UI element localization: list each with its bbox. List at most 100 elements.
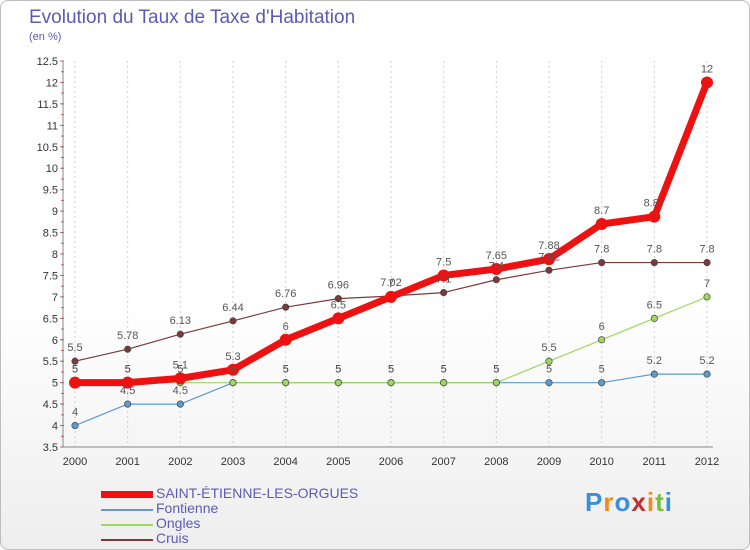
- data-point: [545, 379, 553, 387]
- legend-label: Ongles: [156, 515, 201, 531]
- data-point: [229, 317, 237, 325]
- data-point: [545, 357, 553, 365]
- y-tick-label: 4.5: [43, 399, 58, 411]
- data-label: 5: [388, 364, 394, 376]
- x-tick-label: 2002: [168, 456, 192, 468]
- data-label: 7.1: [436, 274, 451, 286]
- data-point: [650, 370, 658, 378]
- data-point: [650, 314, 658, 322]
- data-label: 5: [493, 364, 499, 376]
- y-tick-label: 3.5: [43, 442, 58, 454]
- data-point: [229, 379, 237, 387]
- y-tick-label: 7: [52, 292, 58, 304]
- y-tick-label: 9: [52, 206, 58, 218]
- y-tick-label: 8.5: [43, 228, 58, 240]
- data-point: [279, 333, 292, 346]
- data-point: [124, 400, 132, 408]
- logo-letter: i: [664, 487, 673, 517]
- y-tick-label: 5.5: [43, 356, 58, 368]
- y-tick-label: 9.5: [43, 185, 58, 197]
- data-point: [703, 370, 711, 378]
- data-point: [174, 372, 187, 385]
- data-label: 6.44: [222, 302, 243, 314]
- data-label: 7.8: [647, 244, 662, 256]
- data-point: [545, 266, 553, 274]
- y-tick-label: 11.5: [37, 99, 58, 111]
- data-label: 6.76: [275, 288, 296, 300]
- data-label: 5: [230, 364, 236, 376]
- data-point: [437, 269, 450, 282]
- data-point: [71, 357, 79, 365]
- chart-subtitle: (en %): [29, 31, 62, 43]
- x-tick-label: 2006: [379, 456, 403, 468]
- data-label: 7.8: [594, 244, 609, 256]
- logo-letter: i: [646, 487, 656, 517]
- data-label: 7: [704, 278, 710, 290]
- x-tick-label: 2004: [273, 456, 297, 468]
- data-label: 5.5: [67, 342, 82, 354]
- legend-label: Fontienne: [156, 500, 219, 516]
- data-label: 5: [72, 364, 78, 376]
- legend-swatch: [101, 523, 153, 526]
- data-point: [71, 422, 79, 430]
- data-label: 6: [599, 321, 605, 333]
- data-label: 4: [72, 407, 78, 419]
- proxiti-logo: Proxiti: [585, 487, 673, 518]
- data-label: 5: [335, 364, 341, 376]
- data-label: 6.5: [647, 299, 662, 311]
- data-label: 6: [283, 321, 289, 333]
- legend-swatch: [101, 508, 153, 511]
- data-label: 6.96: [328, 280, 349, 292]
- data-point: [490, 263, 503, 276]
- legend-label: Cruis: [156, 530, 189, 546]
- data-label: 5.1: [173, 359, 188, 371]
- data-label: 5: [493, 364, 499, 376]
- data-point: [598, 259, 606, 267]
- data-label: 7.65: [486, 250, 507, 262]
- y-tick-label: 11: [47, 120, 58, 132]
- data-label: 5: [177, 364, 183, 376]
- logo-letter: r: [603, 487, 615, 517]
- data-label: 8.7: [594, 205, 609, 217]
- data-label: 5: [283, 364, 289, 376]
- logo-letter: x: [631, 487, 647, 517]
- data-point: [282, 379, 290, 387]
- data-label: 7.5: [436, 256, 451, 268]
- data-point: [701, 76, 713, 89]
- y-tick-label: 5: [52, 378, 58, 390]
- data-label: 6.13: [170, 315, 191, 327]
- logo-letter: P: [585, 487, 604, 517]
- y-tick-label: 8: [52, 249, 58, 261]
- data-label: 7.02: [380, 277, 401, 289]
- x-tick-label: 2011: [643, 456, 667, 468]
- y-tick-label: 10: [46, 163, 58, 175]
- data-label: 5: [335, 364, 341, 376]
- data-label: 5: [230, 364, 236, 376]
- data-label: 5: [441, 364, 447, 376]
- data-label: 5: [441, 364, 447, 376]
- data-label: 7: [388, 278, 394, 290]
- data-label: 5.5: [541, 342, 556, 354]
- legend-swatch: [101, 538, 153, 541]
- data-point: [650, 259, 658, 267]
- x-tick-label: 2007: [431, 456, 455, 468]
- legend-label: SAINT-ÉTIENNE-LES-ORGUES: [156, 485, 359, 501]
- data-point: [332, 312, 345, 325]
- x-tick-label: 2005: [326, 456, 350, 468]
- y-tick-label: 10.5: [37, 142, 58, 154]
- data-point: [648, 210, 661, 223]
- data-label: 5: [72, 364, 78, 376]
- y-tick-label: 7.5: [43, 270, 58, 282]
- chart-title: Evolution du Taux de Taxe d'Habitation: [29, 7, 356, 28]
- y-tick-label: 6: [52, 335, 58, 347]
- data-label: 4.5: [120, 385, 135, 397]
- data-label: 4.5: [173, 385, 188, 397]
- data-point: [440, 289, 448, 297]
- data-label: 5: [125, 364, 131, 376]
- x-tick-label: 2012: [695, 456, 719, 468]
- data-label: 7.62: [538, 251, 559, 263]
- x-tick-label: 2000: [63, 456, 87, 468]
- data-point: [595, 217, 608, 230]
